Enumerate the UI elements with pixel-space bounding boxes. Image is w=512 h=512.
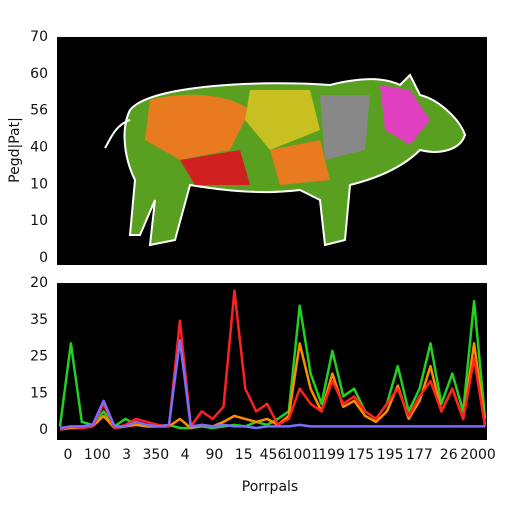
y-tick-label: 70	[30, 29, 48, 45]
x-tick-label: 175	[347, 447, 374, 463]
y-tick-label: 10	[30, 213, 48, 229]
y-tick-label: 0	[39, 422, 48, 438]
y-tick-label: 0	[39, 250, 48, 266]
y-tick-label: 25	[30, 349, 48, 365]
y-tick-label: 60	[30, 66, 48, 82]
x-tick-label: 90	[206, 447, 224, 463]
x-tick-label: 456	[260, 447, 287, 463]
y-tick-label: 56	[30, 103, 48, 119]
pig	[104, 73, 467, 247]
bottom-panel	[57, 283, 487, 440]
y-tick-label: 40	[30, 140, 48, 156]
y-tick-label: 20	[30, 275, 48, 291]
y-axis-label: Pegd|Pat|	[7, 117, 23, 183]
x-tick-label: 100	[84, 447, 111, 463]
x-tick-label: 195	[377, 447, 404, 463]
x-tick-label: 15	[235, 447, 253, 463]
x-axis-label: Porrpals	[242, 479, 298, 495]
y-tick-label: 10	[30, 176, 48, 192]
x-tick-label: 199	[318, 447, 345, 463]
x-tick-label: 177	[406, 447, 433, 463]
x-tick-label: 3	[122, 447, 131, 463]
x-tick-label: 2000	[460, 447, 496, 463]
x-tick-label: 4	[181, 447, 190, 463]
x-tick-label: 1001	[284, 447, 320, 463]
line-series	[59, 342, 487, 431]
line-series	[59, 289, 487, 431]
y-tick-label: 35	[30, 312, 48, 328]
x-tick-label: 26	[440, 447, 458, 463]
x-tick-label: 0	[64, 447, 73, 463]
x-tick-label: 350	[142, 447, 169, 463]
y-tick-label: 15	[30, 385, 48, 401]
line-series	[59, 339, 485, 430]
